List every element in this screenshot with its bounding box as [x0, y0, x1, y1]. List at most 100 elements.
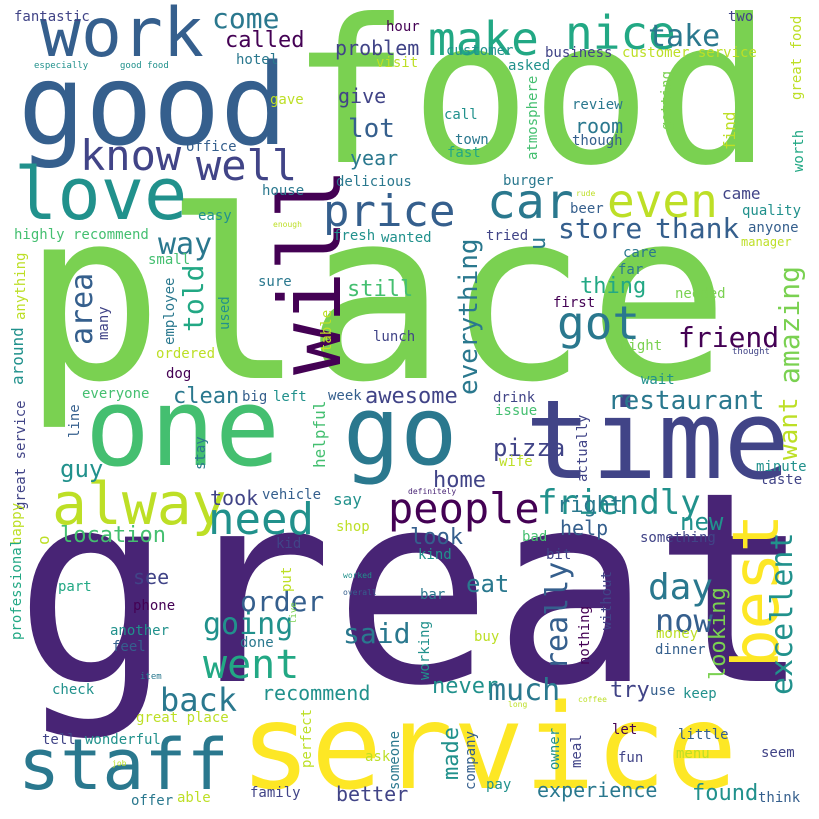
word-family: family — [250, 786, 301, 800]
word-nothing: nothing — [578, 606, 592, 665]
word-never: never — [432, 676, 498, 698]
word-around: around — [10, 327, 26, 385]
word-location: location — [60, 525, 166, 547]
word-look: look — [410, 527, 463, 549]
word-offer: offer — [131, 794, 173, 808]
word-anything: anything — [14, 253, 28, 320]
word-office: office — [186, 140, 237, 154]
word-everything: everything — [456, 238, 482, 395]
word-o: o — [36, 535, 52, 545]
word-said: said — [343, 620, 410, 648]
word-kid: kid — [276, 537, 301, 551]
word-store: store — [558, 215, 642, 243]
word-put: put — [280, 567, 294, 592]
word-day: day — [648, 570, 713, 606]
word-bar: bar — [420, 588, 445, 602]
word-someone: someone — [388, 731, 402, 790]
word-two: two — [728, 10, 753, 24]
word-kind: kind — [418, 548, 452, 562]
word-without: without — [600, 571, 614, 630]
word-awesome: awesome — [365, 386, 458, 408]
word-area: area — [68, 273, 98, 345]
word-far: far — [618, 263, 643, 277]
word-week: week — [328, 389, 362, 403]
word-phone: phone — [133, 599, 175, 613]
word-employee: employee — [163, 278, 177, 345]
word-burger: burger — [503, 174, 554, 188]
word-guy: guy — [60, 457, 103, 481]
word-tell: tell — [42, 733, 76, 747]
word-find: find — [722, 111, 738, 150]
word-fresh: fresh — [333, 229, 375, 243]
word-say: say — [333, 492, 362, 508]
word-fantastic: fantastic — [14, 10, 90, 24]
word-try: try — [610, 680, 650, 702]
word-hotel: hotel — [236, 53, 278, 67]
word-gave: gave — [270, 93, 304, 107]
word-good-food: good food — [120, 62, 169, 71]
word-table: table — [320, 310, 334, 352]
word-still: still — [347, 279, 413, 301]
word-live: live — [290, 602, 299, 624]
word-call: call — [444, 108, 478, 122]
word-experience: experience — [537, 780, 657, 800]
word-lunch: lunch — [373, 330, 415, 344]
word-feel: feel — [112, 640, 146, 654]
word-dinner: dinner — [655, 643, 706, 657]
word-keep: keep — [683, 687, 717, 701]
word-great-service: great service — [14, 400, 28, 510]
word-fun: fun — [618, 751, 643, 765]
word-seem: seem — [761, 746, 795, 760]
word-night: night — [620, 339, 662, 353]
word-taste: taste — [760, 473, 802, 487]
word-easy: easy — [198, 209, 232, 223]
word-great-place: great place — [136, 711, 229, 725]
word-help: help — [560, 518, 608, 538]
word-left: left — [273, 390, 307, 404]
word-coffee: coffee — [578, 696, 607, 704]
word-something: something — [640, 531, 716, 545]
word-long: long — [508, 701, 527, 709]
word-especially: especially — [34, 62, 88, 71]
word-dog: dog — [166, 367, 191, 381]
word-another: another — [110, 624, 169, 638]
word-needed: needed — [675, 287, 726, 301]
word-vehicle: vehicle — [262, 488, 321, 502]
word-came: came — [722, 186, 761, 202]
word-customer: customer — [446, 44, 513, 58]
word-though: though — [572, 134, 623, 148]
word-item: item — [140, 673, 162, 682]
word-wonderful: wonderful — [85, 733, 161, 747]
word-everyone: everyone — [82, 387, 149, 401]
word-u: u — [528, 237, 550, 250]
word-manager: manager — [741, 236, 792, 248]
word-amazing: amazing — [776, 266, 804, 384]
word-clean: clean — [173, 386, 239, 408]
word-helpful: helpful — [312, 401, 328, 468]
word-working: working — [418, 621, 432, 680]
word-tried: tried — [486, 229, 528, 243]
word-wanted: wanted — [381, 231, 432, 245]
word-found: found — [692, 783, 758, 805]
word-want: want — [776, 397, 802, 460]
word-beer: beer — [570, 202, 604, 216]
word-little: little — [678, 728, 729, 742]
word-quality: quality — [742, 204, 801, 218]
word-overall: overall — [343, 589, 377, 597]
word-hour: hour — [386, 20, 420, 34]
word-owner: owner — [548, 728, 562, 770]
word-took: took — [210, 488, 258, 508]
word-care: care — [623, 246, 657, 260]
word-small: small — [148, 253, 190, 267]
word-excellent: excellent — [768, 532, 798, 695]
word-done: done — [240, 636, 274, 650]
word-give: give — [338, 86, 386, 106]
word-big: big — [242, 390, 267, 404]
word-buy: buy — [474, 630, 499, 644]
word-year: year — [350, 148, 398, 168]
word-order: order — [240, 588, 324, 616]
word-many: many — [97, 306, 111, 340]
word-company: company — [464, 731, 478, 790]
word-house: house — [262, 184, 304, 198]
